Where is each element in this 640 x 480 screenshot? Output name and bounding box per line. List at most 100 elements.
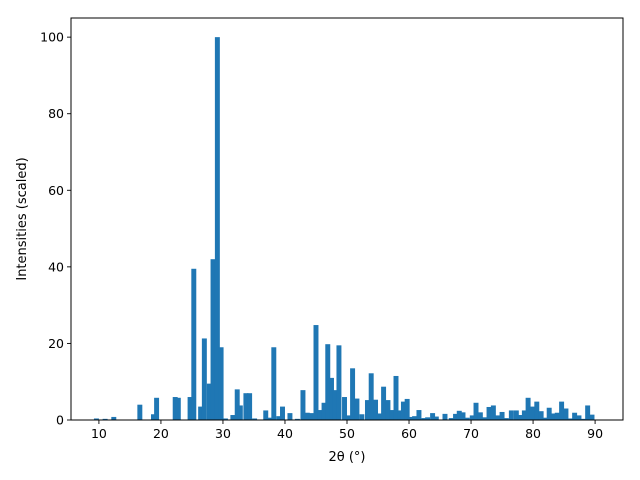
bar bbox=[385, 400, 391, 420]
bar bbox=[364, 400, 370, 420]
bar bbox=[453, 413, 459, 420]
bar bbox=[354, 398, 360, 420]
bar bbox=[469, 415, 475, 420]
x-axis-ticks: 10 20 30 40 50 60 70 80 90 bbox=[91, 420, 603, 441]
bar bbox=[407, 416, 413, 420]
bar bbox=[576, 415, 582, 420]
bar bbox=[336, 345, 342, 420]
bar bbox=[321, 402, 327, 420]
y-axis-ticks: 0 20 40 60 80 100 bbox=[40, 30, 71, 428]
bar bbox=[350, 368, 356, 420]
bar bbox=[206, 383, 212, 420]
y-axis-label: Intensities (scaled) bbox=[15, 157, 30, 280]
bar bbox=[477, 412, 483, 420]
y-tick-label: 60 bbox=[48, 183, 64, 198]
bar bbox=[393, 375, 399, 420]
bar bbox=[572, 412, 578, 420]
bar bbox=[210, 259, 216, 420]
bar bbox=[517, 415, 523, 420]
bar bbox=[342, 397, 347, 420]
bar bbox=[433, 416, 439, 420]
bar bbox=[137, 404, 143, 420]
bar bbox=[554, 412, 560, 420]
bar bbox=[252, 418, 258, 420]
x-tick-label: 20 bbox=[153, 426, 169, 441]
bar bbox=[313, 325, 319, 420]
bar bbox=[585, 405, 591, 420]
bar bbox=[300, 390, 306, 420]
bar bbox=[172, 397, 178, 420]
x-tick-label: 10 bbox=[91, 426, 107, 441]
x-tick-label: 90 bbox=[587, 426, 603, 441]
bar bbox=[280, 406, 285, 420]
bar bbox=[495, 415, 501, 420]
bar bbox=[376, 413, 382, 420]
bar bbox=[580, 418, 586, 420]
bar bbox=[263, 410, 269, 420]
x-axis-label: 2θ (°) bbox=[328, 450, 365, 465]
bar bbox=[347, 415, 352, 420]
x-tick-label: 40 bbox=[277, 426, 293, 441]
y-tick-label: 40 bbox=[48, 259, 64, 274]
bar bbox=[368, 373, 374, 420]
x-tick-label: 60 bbox=[401, 426, 417, 441]
x-tick-label: 30 bbox=[215, 426, 231, 441]
bar bbox=[111, 416, 117, 420]
y-tick-label: 100 bbox=[40, 30, 64, 45]
y-tick-label: 20 bbox=[48, 336, 64, 351]
bar bbox=[551, 413, 557, 420]
bar bbox=[329, 377, 334, 420]
bar bbox=[490, 405, 496, 420]
bar bbox=[267, 417, 273, 420]
bar bbox=[304, 412, 310, 420]
bar bbox=[529, 406, 535, 420]
bar bbox=[230, 415, 236, 420]
plot-area-frame bbox=[70, 17, 624, 421]
bar bbox=[317, 410, 323, 420]
bar bbox=[421, 418, 427, 420]
bar bbox=[546, 407, 552, 420]
y-tick-label: 80 bbox=[48, 106, 64, 121]
bar bbox=[325, 344, 331, 420]
x-tick-label: 50 bbox=[339, 426, 355, 441]
bar bbox=[287, 413, 293, 420]
bar bbox=[412, 416, 418, 420]
bar bbox=[513, 410, 519, 420]
bar-series bbox=[93, 37, 595, 420]
bar bbox=[175, 397, 181, 420]
bar bbox=[464, 417, 470, 420]
bar bbox=[381, 386, 387, 420]
bar bbox=[538, 411, 544, 420]
bar bbox=[397, 410, 403, 420]
bar bbox=[456, 410, 462, 420]
bar bbox=[359, 414, 365, 420]
bar bbox=[567, 418, 573, 420]
bar bbox=[416, 410, 422, 420]
bar bbox=[191, 268, 197, 420]
bar bbox=[151, 414, 156, 420]
y-tick-label: 0 bbox=[56, 413, 64, 428]
bar bbox=[525, 397, 531, 420]
bar bbox=[308, 413, 314, 420]
bar bbox=[486, 406, 492, 420]
bar bbox=[332, 390, 338, 420]
bar bbox=[521, 410, 527, 420]
bar bbox=[93, 418, 99, 420]
bar bbox=[243, 393, 249, 420]
bar bbox=[271, 347, 277, 420]
bar bbox=[218, 347, 224, 420]
bar bbox=[563, 408, 569, 420]
bar bbox=[460, 412, 466, 420]
bar bbox=[503, 418, 509, 420]
bar bbox=[201, 338, 207, 420]
bar bbox=[154, 397, 160, 420]
bar bbox=[542, 417, 548, 420]
bar bbox=[482, 417, 488, 420]
bar bbox=[187, 397, 193, 420]
x-tick-label: 80 bbox=[525, 426, 541, 441]
bar bbox=[276, 416, 282, 420]
bar bbox=[234, 389, 240, 420]
bar bbox=[559, 401, 565, 420]
